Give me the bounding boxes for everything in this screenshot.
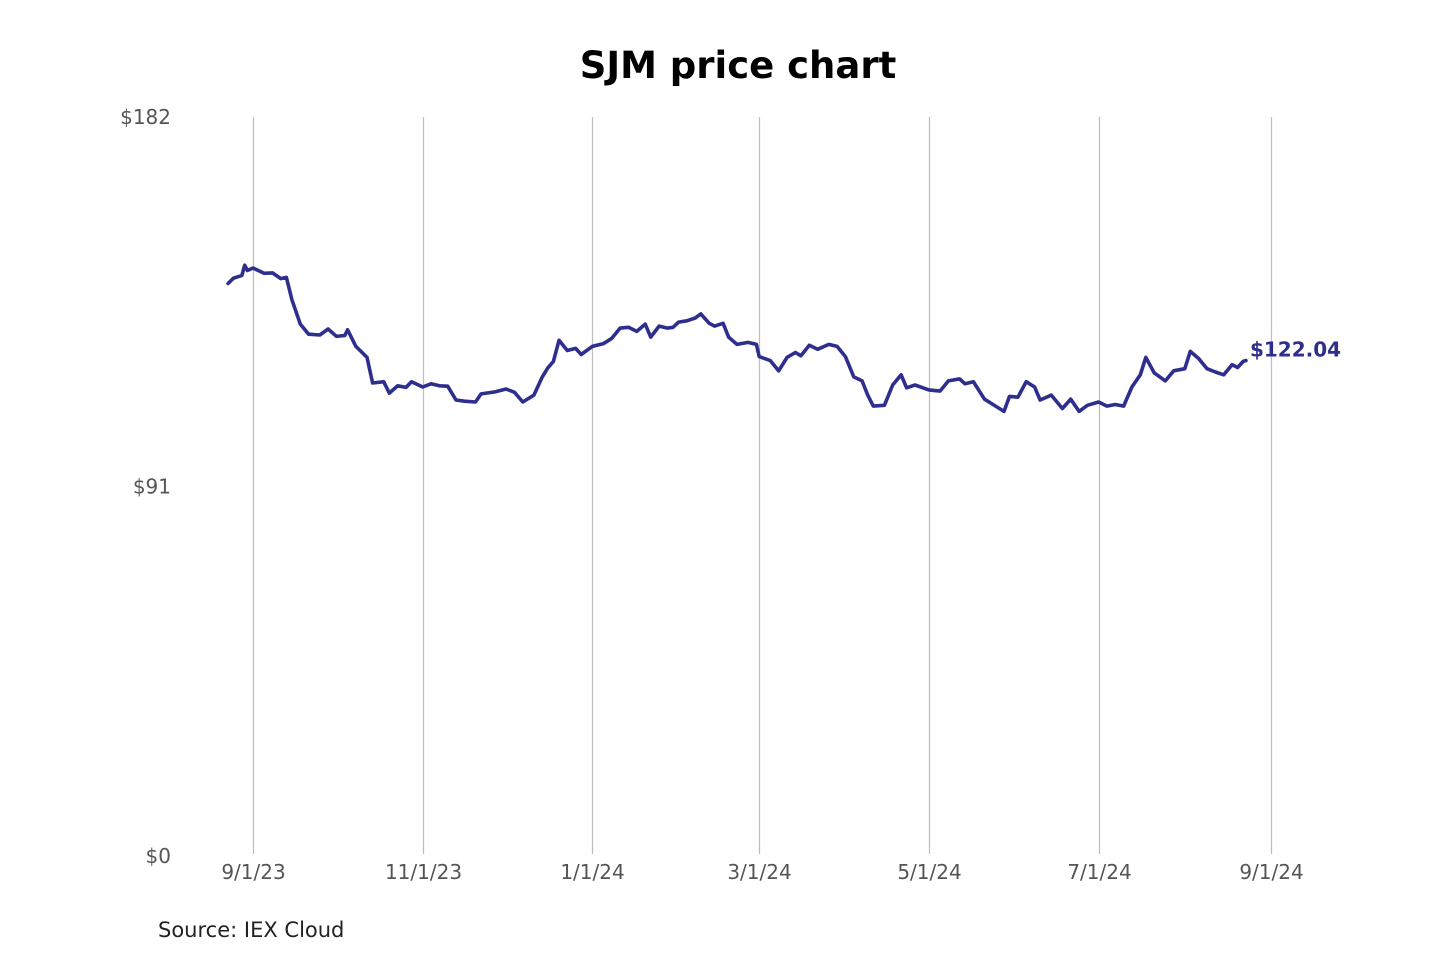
- series-layer: $122.04: [226, 263, 1341, 414]
- x-tick-label: 9/1/23: [221, 860, 285, 884]
- y-axis-ticks: $0 $91 $182: [120, 105, 171, 868]
- source-note: Source: IEX Cloud: [158, 918, 345, 942]
- x-tick-label: 1/1/24: [560, 860, 624, 884]
- y-tick-label: $182: [120, 105, 171, 129]
- last-price-label: $122.04: [1250, 337, 1341, 361]
- y-tick-label: $91: [133, 475, 171, 499]
- chart-title: SJM price chart: [579, 44, 897, 87]
- gridlines: [252, 117, 1273, 854]
- x-tick-label: 11/1/23: [385, 860, 462, 884]
- x-tick-label: 3/1/24: [727, 860, 791, 884]
- x-tick-label: 9/1/24: [1239, 860, 1303, 884]
- series-line-SJM: [226, 263, 1248, 414]
- x-axis-ticks: 9/1/23 11/1/23 1/1/24 3/1/24 5/1/24 7/1/24 9/1…: [221, 860, 1303, 884]
- y-tick-label: $0: [146, 844, 171, 868]
- x-tick-label: 5/1/24: [897, 860, 961, 884]
- x-tick-label: 7/1/24: [1067, 860, 1131, 884]
